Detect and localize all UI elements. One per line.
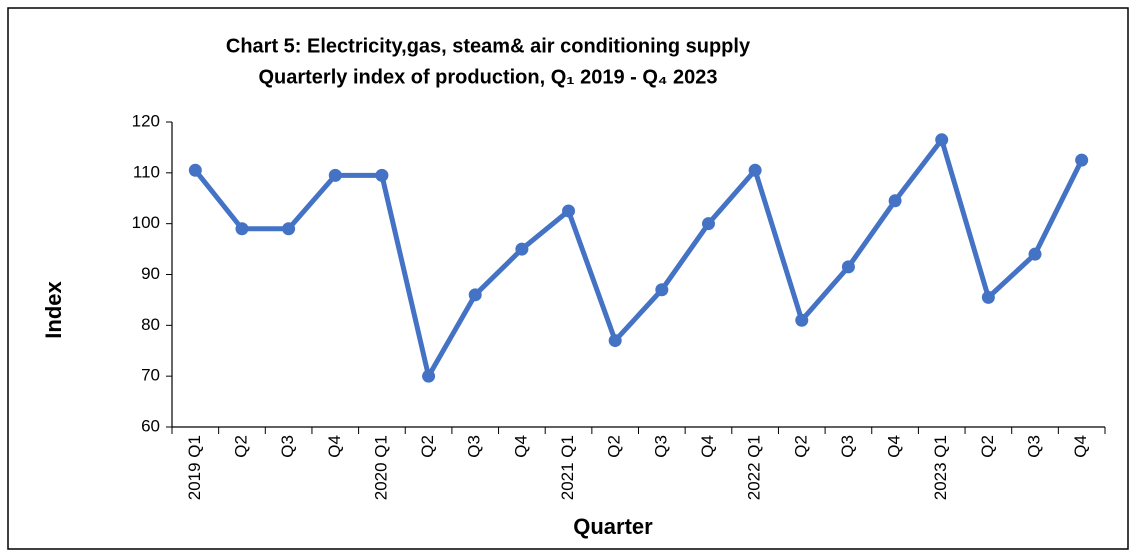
x-tick-label: Q4 [698,435,717,458]
frame [7,7,1129,550]
y-tick-label: 60 [141,416,160,435]
marker [655,283,669,297]
marker [1075,153,1089,167]
x-tick-label: Q3 [651,435,670,458]
chart-subtitle: Quarterly index of production, Q₁ 2019 -… [258,66,717,88]
marker [795,313,809,327]
marker [235,222,249,236]
marker [748,163,762,177]
y-tick-label: 100 [132,213,160,232]
marker [375,168,389,182]
x-tick-label: Q2 [231,435,250,458]
marker [188,163,202,177]
marker [468,288,482,302]
line [193,137,1084,379]
x-tick-label: Q2 [605,435,624,458]
marker [841,260,855,274]
marker [328,168,342,182]
y-tick-label: 110 [133,162,160,181]
marker [1028,247,1042,261]
x-tick-label: 2022 Q1 [745,435,764,500]
marker [282,222,296,236]
x-tick-label: Q3 [838,435,857,458]
y-tick-label: 90 [141,264,160,283]
y-tick-label: 120 [132,111,160,130]
marker [888,194,902,208]
marker [935,133,949,147]
x-tick-label: Q3 [465,435,484,458]
x-tick-label: Q4 [885,435,904,458]
y-axis-title: Index [41,281,66,339]
x-tick-label: Q4 [325,435,344,458]
marker [981,290,995,304]
x-axis-title: Quarter [573,514,653,539]
y-tick-label: 70 [141,366,160,385]
x-tick-label: 2023 Q1 [931,435,950,500]
marker [701,217,715,231]
marker [608,334,622,348]
y-tick-label: 80 [141,315,160,334]
x-tick-label: 2021 Q1 [558,435,577,500]
x-tick-label: Q2 [791,435,810,458]
chart-title: Chart 5: Electricity,gas, steam& air con… [226,35,751,57]
x-tick-label: 2019 Q1 [185,435,204,500]
marker [422,369,436,383]
x-tick-label: 2020 Q1 [371,435,390,500]
x-tick-label: Q2 [978,435,997,458]
x-tick-label: Q3 [278,435,297,458]
x-tick-label: Q2 [418,435,437,458]
x-tick-label: Q4 [511,435,530,458]
marker [562,204,576,218]
marker [515,242,529,256]
x-tick-label: Q3 [1025,435,1044,458]
x-tick-label: Q4 [1071,435,1090,458]
